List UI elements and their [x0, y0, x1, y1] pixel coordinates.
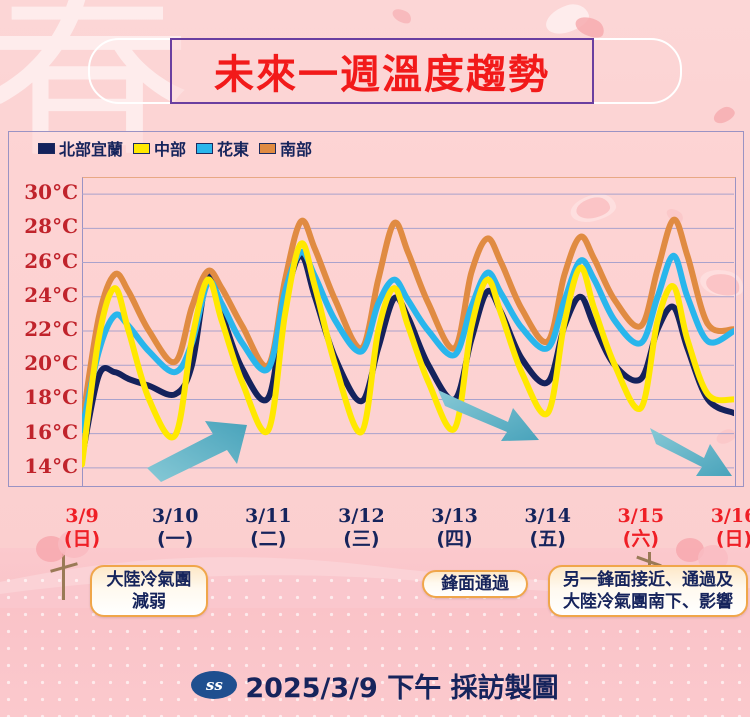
series-line-中部	[82, 240, 734, 468]
annotation-line: 另一鋒面接近、通過及	[563, 570, 733, 590]
x-tick-date: 3/14	[524, 505, 571, 527]
chart-legend: 北部宜蘭 中部 花東 南部	[38, 136, 312, 160]
legend-label: 北部宜蘭	[59, 140, 124, 159]
footer-caption: 2025/3/9 下午 採訪製圖	[245, 672, 559, 704]
x-tick-date: 3/16	[710, 505, 750, 527]
x-axis-tick-3/14: 3/14 (五)	[505, 505, 591, 551]
x-tick-weekday: (一)	[156, 528, 194, 550]
x-axis-tick-3/15: 3/15 (六)	[598, 505, 684, 551]
y-axis-tick-label: 22°C	[24, 317, 78, 341]
x-tick-weekday: (五)	[529, 528, 566, 550]
legend-swatch	[259, 142, 277, 154]
y-axis-tick-label: 14°C	[24, 453, 78, 478]
x-axis-tick-3/9: 3/9 (日)	[39, 505, 125, 551]
x-tick-weekday: (二)	[250, 528, 287, 550]
legend-item-3[interactable]: 南部	[259, 136, 312, 160]
page-title-box: 未來一週溫度趨勢	[170, 38, 594, 104]
series-line-南部	[82, 216, 734, 429]
annotation-line: 減弱	[132, 592, 166, 612]
x-axis-tick-3/16: 3/16(日)	[691, 505, 750, 551]
x-axis-tick-3/12: 3/12 (三)	[318, 505, 404, 551]
legend-swatch	[38, 142, 55, 154]
trend-up-arrow	[147, 421, 247, 482]
tree-trunk	[62, 552, 65, 600]
x-tick-date: 3/10	[151, 505, 199, 527]
trend-down-arrow	[438, 390, 539, 441]
x-tick-date: 3/12	[338, 505, 385, 527]
y-axis-tick-label: 30°C	[24, 180, 78, 205]
legend-label: 南部	[280, 140, 313, 159]
y-axis: 30°C 28°C 26°C 24°C 22°C 20°C 18°C 16°C 14°C	[4, 165, 78, 495]
annotation-line: 大陸冷氣團南下、影響	[563, 592, 733, 612]
footer: ss 2025/3/9 下午 採訪製圖	[0, 664, 750, 706]
x-tick-date: 3/13	[431, 505, 478, 527]
x-tick-date: 3/11	[244, 505, 292, 527]
y-axis-tick-label: 20°C	[24, 351, 78, 376]
legend-item-0[interactable]: 北部宜蘭	[38, 136, 123, 160]
legend-item-1[interactable]: 中部	[133, 136, 186, 160]
legend-swatch	[196, 142, 214, 154]
y-axis-tick-label: 24°C	[24, 282, 78, 307]
x-axis-tick-3/11: 3/11 (二)	[225, 505, 311, 551]
x-tick-date: 3/15	[617, 505, 665, 527]
annotation-line: 鋒面通過	[441, 574, 509, 594]
broadcaster-logo: ss	[191, 671, 238, 699]
x-tick-weekday: (三)	[343, 528, 380, 550]
y-axis-tick-label: 16°C	[24, 419, 78, 444]
x-tick-weekday: (六)	[622, 528, 660, 550]
annotation-line: 大陸冷氣團	[106, 570, 192, 590]
trend-down-arrow-2	[650, 428, 732, 476]
blossom	[58, 530, 90, 558]
x-axis-tick-3/10: 3/10 (一)	[132, 505, 218, 551]
temperature-lines	[82, 193, 734, 469]
y-axis-tick-label: 18°C	[24, 385, 78, 410]
annotation-second-front: 另一鋒面接近、通過及 大陸冷氣團南下、影響	[548, 565, 748, 617]
x-tick-weekday: (日)	[715, 528, 750, 550]
x-tick-weekday: (四)	[436, 528, 473, 550]
annotation-front-passing: 鋒面通過	[422, 570, 528, 598]
annotation-cold-air-weakening: 大陸冷氣團 減弱	[90, 565, 208, 617]
x-tick-weekday: (日)	[63, 528, 101, 550]
plot-area-border	[82, 177, 736, 487]
x-axis: 3/9 (日) 3/10 (一) 3/11 (二) 3/12 (三) 3/13 (四) 3/14 (五…	[64, 505, 750, 557]
y-axis-tick-label: 28°C	[24, 214, 78, 239]
y-axis-tick-label: 26°C	[24, 248, 78, 273]
legend-label: 中部	[154, 140, 187, 159]
page-title: 未來一週溫度趨勢	[214, 52, 550, 98]
legend-label: 花東	[217, 140, 250, 159]
legend-item-2[interactable]: 花東	[196, 136, 249, 160]
x-axis-tick-3/13: 3/13 (四)	[412, 505, 498, 551]
x-tick-date: 3/9	[65, 505, 99, 527]
legend-swatch	[133, 142, 151, 154]
